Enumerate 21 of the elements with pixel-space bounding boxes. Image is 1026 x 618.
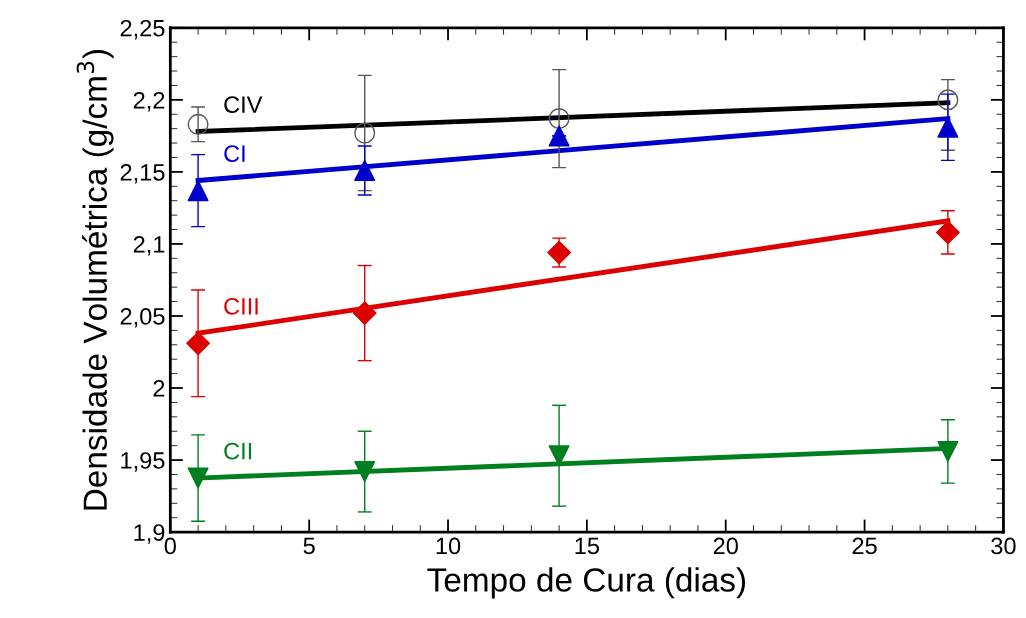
y-axis-title: Densidade Volumétrica (g/cm$^{3}$) (76, 49, 114, 510)
x-tick-label: 15 (575, 537, 600, 555)
y-tick-label: 2,05 (120, 308, 165, 328)
x-axis-title: Tempo de Cura (dias) (427, 567, 746, 599)
y-tick-label: 2 (153, 380, 165, 397)
series-label: CIII (224, 297, 258, 315)
y-tick-label: 2,15 (120, 163, 165, 184)
y-tick-label: 1,9 (134, 524, 165, 544)
x-tick-label: 25 (852, 537, 877, 555)
y-tick-label: 2,25 (120, 19, 165, 40)
x-tick-label: 10 (436, 537, 461, 555)
series-label: CII (224, 442, 252, 460)
x-tick-label: 30 (991, 537, 1016, 555)
x-tick-label: 5 (303, 537, 315, 555)
x-tick-label: 20 (713, 537, 738, 555)
y-tick-label: 2,2 (133, 91, 165, 112)
y-tick-label: 2,1 (133, 236, 165, 256)
series-label: CI (224, 145, 245, 162)
y-tick-label: 1,95 (121, 452, 165, 472)
series-label: CIV (224, 96, 263, 113)
x-tick-label: 0 (164, 537, 176, 555)
